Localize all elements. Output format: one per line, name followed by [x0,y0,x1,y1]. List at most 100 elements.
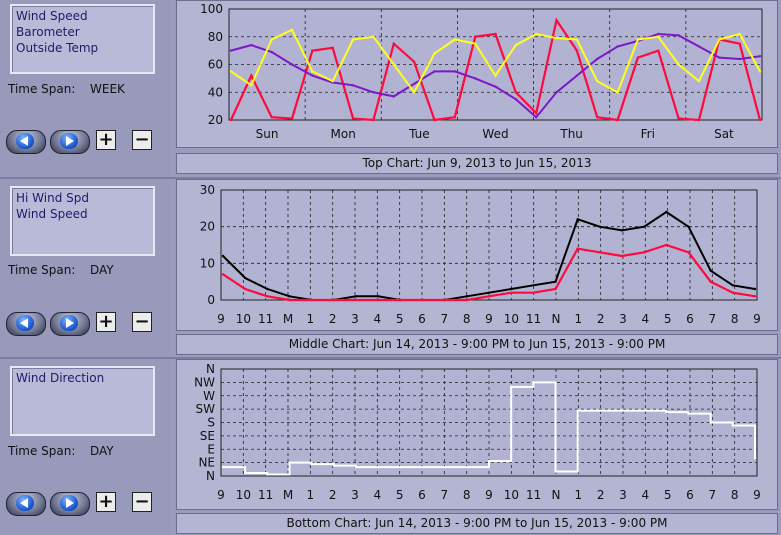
data-point [433,118,436,122]
x-tick-label: 4 [642,312,650,326]
y-tick-label: N [206,362,215,376]
data-point [598,409,602,412]
data-point [709,280,712,283]
data-point [555,91,558,94]
middle-chart-panel: 0 10 20 30 9 10 11 M 1 2 3 4 5 6 7 8 9 10 11 N 1 2 3 4 5 6 7 8 9 [176,179,778,331]
data-point [697,118,701,122]
data-point [494,85,497,88]
data-point [311,49,314,52]
data-point [372,118,375,122]
left-arrow-icon [20,136,28,146]
data-point [453,70,457,73]
data-point [532,381,535,384]
x-tick-label: 7 [709,312,717,326]
zoom-out-button[interactable]: − [132,312,152,332]
data-point [331,79,334,83]
data-point [412,60,416,63]
data-point [657,49,660,52]
time-span-value: DAY [90,444,114,458]
zoom-in-button[interactable]: + [96,492,116,512]
next-button[interactable] [50,130,90,154]
data-point [738,57,741,61]
data-point [598,225,602,228]
bottom-chart-title: Bottom Chart: Jun 14, 2013 - 9:00 PM to … [176,513,778,534]
data-point [534,116,538,119]
data-point [392,95,395,98]
x-tick-label: 1 [575,312,583,326]
data-point [509,385,513,389]
data-point [596,116,599,119]
next-button[interactable] [50,312,90,336]
data-point [509,287,513,291]
legend-item: Wind Direction [16,371,105,385]
data-point [288,461,291,464]
data-point [687,251,690,254]
data-point [575,74,579,77]
data-point [758,54,762,58]
zoom-in-button[interactable]: + [96,130,116,150]
x-tick-label: 4 [642,488,650,502]
x-tick-label: 5 [396,312,404,326]
data-point [250,43,253,47]
x-tick-label: N [552,488,561,502]
zoom-in-button[interactable]: + [96,312,116,332]
prev-button[interactable] [6,492,46,516]
time-span-middle: Time Span: DAY [8,263,114,277]
zoom-out-button[interactable]: − [132,492,152,512]
data-point [351,38,355,41]
y-tick-label: 20 [208,113,223,127]
data-point [392,42,395,45]
data-point [532,284,535,287]
data-point [270,116,273,119]
data-point [677,34,680,37]
data-point [266,295,269,298]
legend-item: Wind Speed [16,207,88,221]
y-tick-label: 10 [200,256,215,270]
data-point [221,273,225,276]
data-point [310,462,313,466]
data-point [487,291,491,294]
data-point [687,225,690,228]
legend-item: Wind Speed [16,9,88,23]
x-tick-label: Tue [408,127,430,141]
data-point [718,56,721,59]
data-point [266,473,269,476]
data-point [709,269,712,272]
x-tick-label: 2 [329,312,337,326]
x-tick-label: Fri [641,127,655,141]
x-tick-label: 6 [418,488,426,502]
data-point [376,465,380,469]
y-tick-label: W [203,389,215,403]
data-point [310,298,313,302]
data-point [392,63,395,66]
data-point [620,229,624,232]
zoom-out-button[interactable]: − [132,130,152,150]
data-point [250,84,253,87]
data-point [266,287,269,291]
next-button[interactable] [50,492,90,516]
x-tick-label: 1 [307,488,315,502]
data-point [443,298,446,302]
x-tick-label: 5 [664,488,672,502]
y-tick-label: NW [194,375,215,389]
legend-box-bottom: Wind Direction [10,366,155,436]
y-tick-label: NE [198,456,215,470]
data-point [270,50,273,54]
data-point [354,298,358,302]
prev-button[interactable] [6,312,46,336]
x-tick-label: 9 [485,488,493,502]
prev-button[interactable] [6,130,46,154]
x-tick-label: 6 [686,488,694,502]
data-point [494,32,497,36]
time-span-bottom: Time Span: DAY [8,444,114,458]
top-chart: 20 40 60 80 100 Sun Mon Tue Wed Thu Fri Sat [200,2,763,141]
y-tick-label: 0 [207,293,215,307]
data-point [616,118,619,122]
data-point [616,91,619,94]
right-arrow-icon [66,498,74,508]
data-point [229,118,233,122]
data-point [738,42,741,45]
data-point [372,35,375,38]
x-tick-label: 10 [236,488,251,502]
data-point [554,280,557,283]
